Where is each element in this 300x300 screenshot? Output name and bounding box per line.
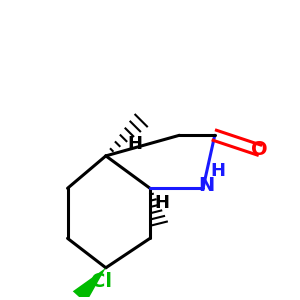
Text: N: N [198,176,214,195]
Polygon shape [73,268,106,300]
Text: O: O [250,140,267,160]
Text: H: H [154,194,169,212]
Text: H: H [210,162,225,180]
Text: Cl: Cl [91,272,112,291]
Text: H: H [128,135,143,153]
